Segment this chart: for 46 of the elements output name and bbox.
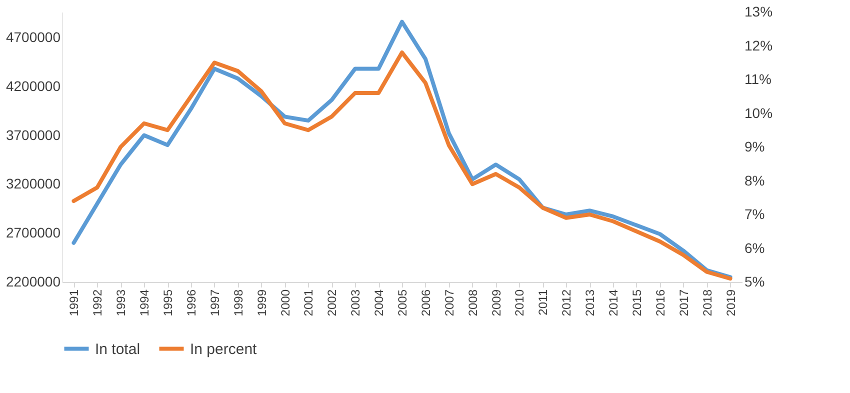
x-tick-label: 1994 (138, 289, 152, 316)
x-tick-label: 2006 (418, 289, 433, 316)
x-tick-label: 2009 (489, 289, 504, 316)
x-tick-label: 1993 (114, 289, 128, 316)
legend-label: In total (95, 340, 140, 358)
y2-tick-label: 9% (744, 138, 765, 154)
x-tick-label: 2012 (560, 289, 574, 316)
x-tick-label: 2001 (302, 289, 316, 316)
y2-tick-label: 12% (744, 37, 773, 54)
y2-tick-label: 5% (744, 274, 765, 290)
x-tick-label: 2016 (653, 289, 668, 316)
y2-tick-label: 7% (744, 206, 765, 222)
x-tick-label: 2017 (676, 289, 691, 316)
x-tick-label: 2004 (372, 289, 386, 316)
y2-tick-label: 13% (744, 4, 773, 20)
x-tick-label: 2010 (512, 289, 527, 316)
y-tick-label: 3200000 (6, 176, 61, 192)
x-tick-label: 2003 (348, 289, 363, 316)
y-tick-label: 2200000 (6, 274, 61, 290)
x-tick-label: 2002 (325, 289, 340, 316)
x-tick-label: 2011 (536, 289, 550, 316)
x-tick-label: 2015 (630, 289, 644, 316)
y2-tick-label: 6% (744, 240, 765, 256)
x-tick-label: 1995 (161, 289, 176, 316)
x-tick-label: 2007 (442, 289, 456, 316)
x-tick-label: 2013 (583, 289, 598, 316)
legend-label: In percent (190, 340, 258, 358)
x-tick-label: 1991 (67, 289, 82, 316)
y2-tick-label: 10% (744, 104, 773, 121)
x-tick-label: 1992 (90, 289, 105, 316)
x-tick-label: 2019 (724, 289, 738, 316)
x-tick-label: 2005 (396, 289, 410, 316)
x-tick-label: 1999 (254, 289, 269, 316)
x-tick-label: 2018 (700, 289, 714, 316)
x-tick-label: 1998 (231, 289, 246, 316)
y2-tick-label: 8% (744, 172, 765, 188)
y-tick-label: 4200000 (6, 78, 61, 94)
x-tick-label: 2014 (606, 289, 621, 316)
y-tick-label: 3700000 (6, 126, 61, 143)
y-tick-label: 2700000 (6, 224, 61, 241)
y-tick-label: 4700000 (6, 28, 61, 45)
x-tick-label: 2000 (278, 289, 292, 316)
x-tick-label: 2008 (466, 289, 480, 316)
y2-tick-label: 11% (744, 71, 772, 87)
x-tick-label: 1996 (184, 289, 198, 316)
x-tick-label: 1997 (208, 289, 222, 316)
